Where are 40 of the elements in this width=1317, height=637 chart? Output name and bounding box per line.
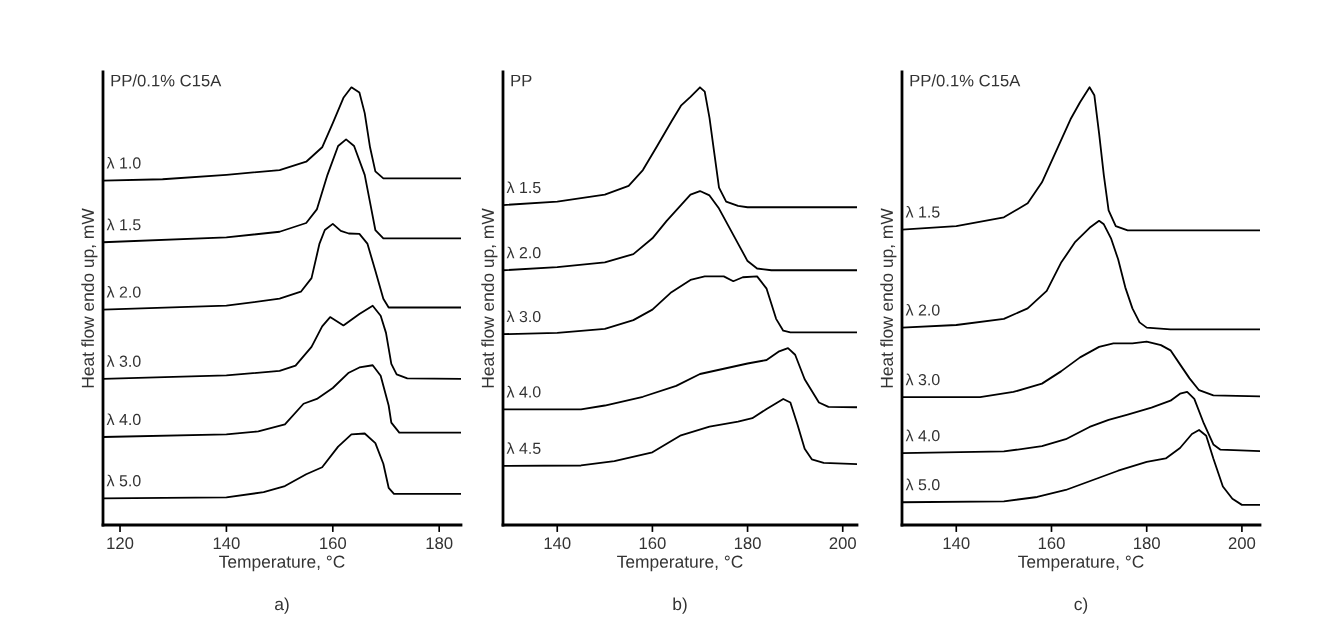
x-tick-label: 140 — [943, 537, 970, 550]
text: PP/0.1% C15A — [910, 74, 1021, 87]
y-axis-title: Heat flow endo up, mW — [880, 208, 897, 388]
series-label: λ 2.0 — [506, 246, 541, 259]
x-axis-title: Temperature, °C — [219, 555, 345, 572]
x-tick-label: 160 — [320, 537, 347, 550]
x-axis-title: Temperature, °C — [1018, 555, 1144, 572]
series-label: λ 2.0 — [905, 303, 940, 316]
x-tick-label: 180 — [1134, 537, 1160, 550]
series-label: λ 4.0 — [106, 413, 141, 426]
series-label: λ 1.5 — [106, 218, 141, 231]
series-label: λ 5.0 — [905, 478, 940, 491]
series-label: λ 3.0 — [106, 355, 141, 367]
series-label: λ 1.5 — [905, 205, 940, 218]
y-axis-title: Heat flow endo up, mW — [481, 208, 498, 388]
series-label: λ 3.0 — [506, 310, 541, 323]
series-label: λ 4.0 — [905, 429, 940, 442]
text: c) — [1074, 597, 1088, 614]
x-tick-label: 180 — [734, 537, 761, 550]
series-label: λ 4.5 — [506, 442, 541, 454]
y-axis-title: Heat flow endo up, mW — [81, 208, 98, 388]
x-tick-label: 180 — [426, 537, 453, 550]
x-tick-label: 120 — [107, 537, 134, 550]
series-label: λ 1.5 — [506, 181, 541, 194]
text: b) — [673, 597, 687, 614]
x-tick-label: 140 — [544, 537, 571, 550]
series-label: λ 4.0 — [506, 385, 541, 398]
text: a) — [275, 597, 289, 614]
series-label: λ 2.0 — [106, 286, 141, 298]
x-tick-label: 200 — [829, 537, 856, 550]
series-label: λ 1.0 — [106, 156, 141, 169]
x-axis-title: Temperature, °C — [617, 555, 743, 572]
text: PP — [511, 74, 532, 87]
x-tick-label: 200 — [1228, 537, 1256, 550]
x-tick-label: 140 — [213, 537, 240, 550]
x-tick-label: 160 — [1038, 537, 1065, 550]
x-tick-label: 160 — [639, 537, 666, 550]
series-label: λ 5.0 — [106, 474, 141, 487]
text: PP/0.1% C15A — [111, 74, 222, 87]
series-label: λ 3.0 — [905, 373, 940, 386]
